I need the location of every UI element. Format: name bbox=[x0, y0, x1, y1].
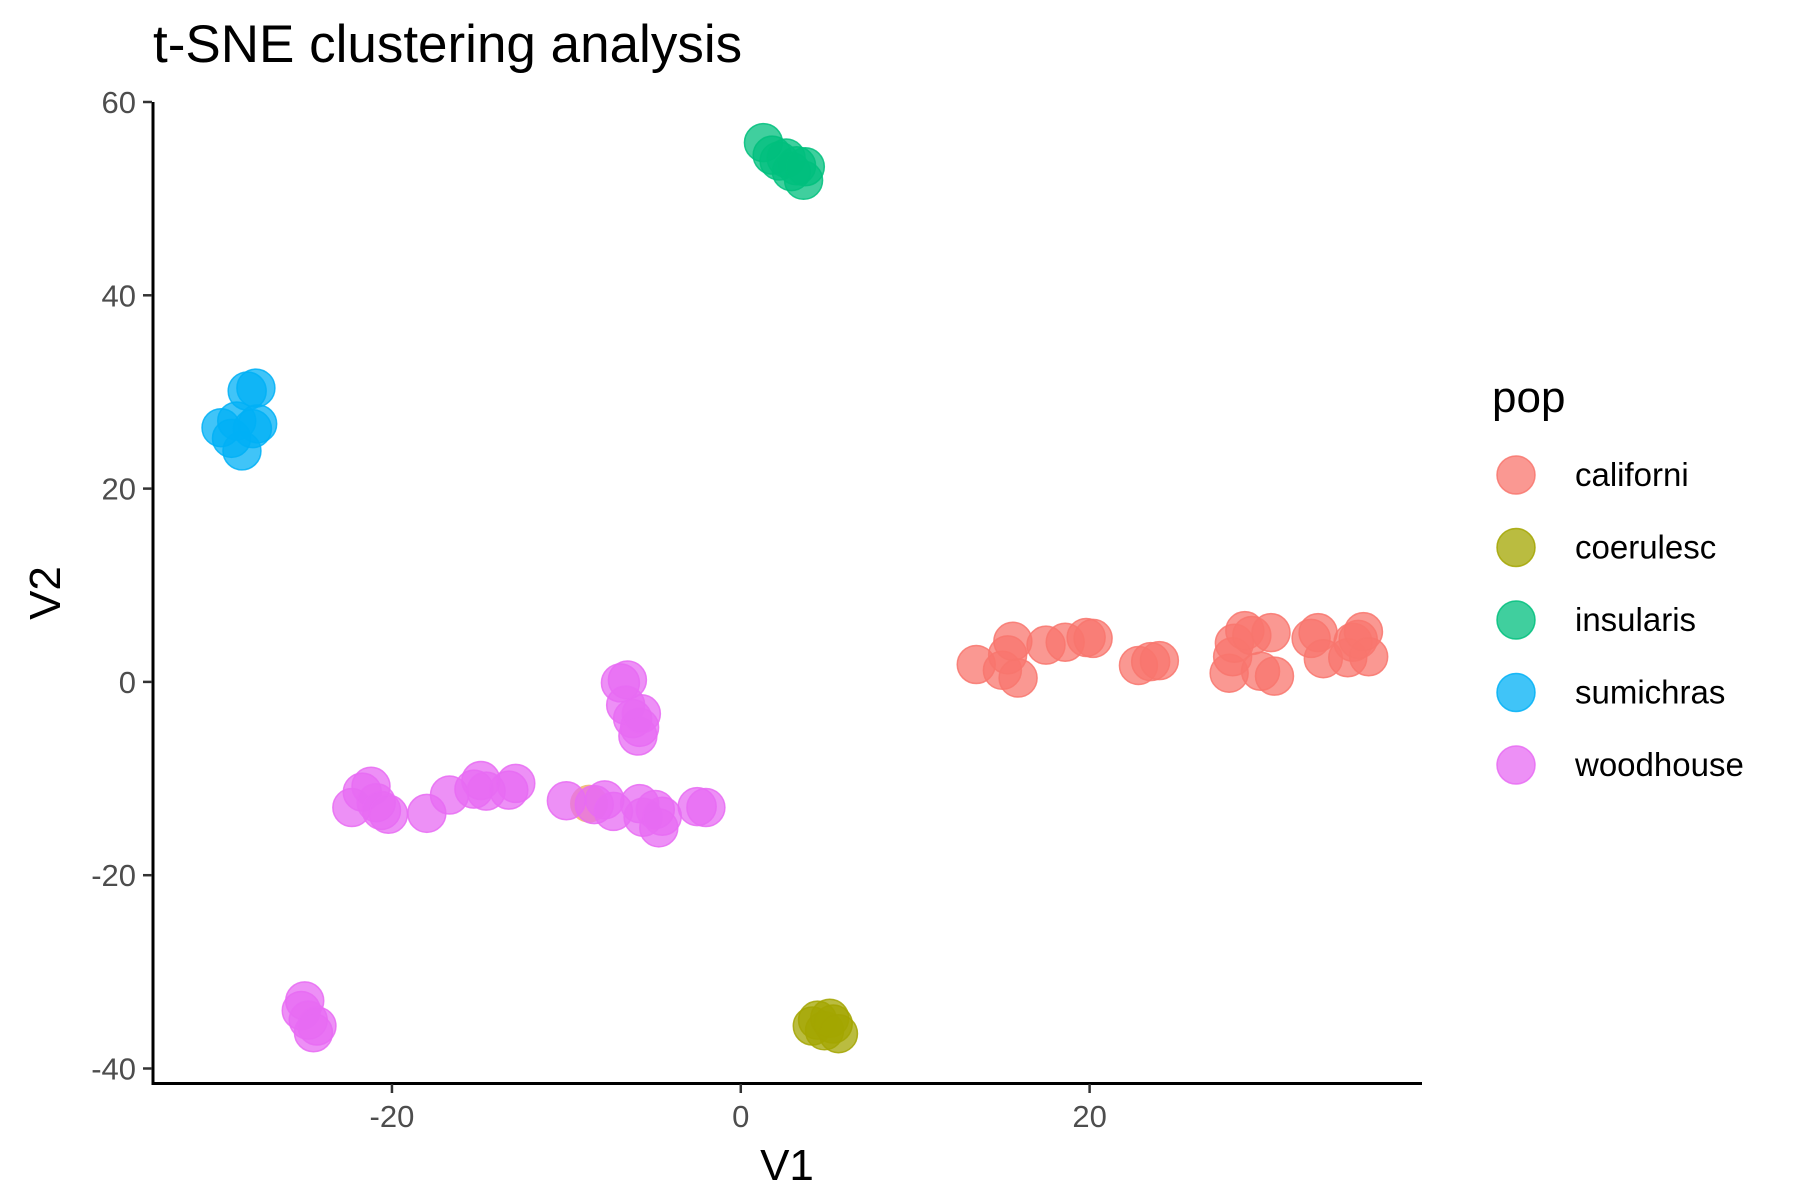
data-points-layer bbox=[201, 122, 1389, 1054]
data-point-californi-19 bbox=[1254, 656, 1295, 696]
plot-area bbox=[201, 122, 1389, 1054]
y-tick-label: 60 bbox=[102, 85, 136, 120]
data-point-californi-3 bbox=[993, 621, 1033, 662]
x-tick-label: 20 bbox=[1072, 1099, 1106, 1134]
legend-label-coerulesc: coerulesc bbox=[1575, 529, 1716, 566]
data-point-californi-27 bbox=[1348, 637, 1389, 677]
data-point-insularis-7 bbox=[785, 147, 826, 187]
data-point-woodhouse-35 bbox=[686, 787, 726, 828]
y-tick-label: 0 bbox=[119, 665, 136, 700]
y-tick-label: -40 bbox=[91, 1052, 136, 1087]
x-tick-label: -20 bbox=[370, 1099, 415, 1134]
data-point-woodhouse-10 bbox=[368, 794, 409, 835]
data-point-sumichras-7 bbox=[237, 404, 278, 444]
data-point-sumichras-6 bbox=[236, 368, 276, 408]
data-point-woodhouse-4 bbox=[297, 1006, 337, 1046]
legend-key-insularis bbox=[1496, 600, 1536, 640]
x-axis-ticks: -20 0 20 bbox=[370, 1084, 1107, 1134]
data-point-woodhouse-28 bbox=[621, 694, 662, 734]
legend-label-insularis: insularis bbox=[1575, 601, 1696, 638]
data-point-californi-11 bbox=[1139, 640, 1180, 681]
legend-label-woodhouse: woodhouse bbox=[1574, 746, 1744, 783]
legend-key-woodhouse bbox=[1496, 745, 1536, 785]
y-axis-title: V2 bbox=[21, 566, 70, 620]
data-point-woodhouse-17 bbox=[496, 763, 536, 804]
x-tick-label: 0 bbox=[732, 1099, 749, 1134]
y-axis-ticks: -40 -20 0 20 40 60 bbox=[91, 85, 152, 1087]
data-point-californi-8 bbox=[1073, 618, 1113, 659]
data-point-californi-4 bbox=[998, 658, 1038, 698]
legend-label-sumichras: sumichras bbox=[1575, 674, 1725, 711]
data-point-californi-18 bbox=[1251, 612, 1291, 653]
legend-items: californi coerulesc insularis sumichras wood… bbox=[1496, 455, 1744, 785]
data-point-woodhouse-33 bbox=[642, 796, 683, 836]
legend-label-californi: californi bbox=[1575, 456, 1689, 493]
data-point-coerulesc-5 bbox=[818, 1013, 859, 1054]
legend-key-coerulesc bbox=[1496, 527, 1536, 568]
y-tick-label: 40 bbox=[102, 278, 136, 313]
legend-key-californi bbox=[1496, 455, 1536, 495]
x-axis-title: V1 bbox=[760, 1141, 814, 1190]
y-tick-label: -20 bbox=[91, 858, 136, 893]
chart-title: t-SNE clustering analysis bbox=[153, 15, 742, 74]
legend: pop californi coerulesc insularis sumichras… bbox=[1492, 373, 1744, 785]
y-tick-label: 20 bbox=[102, 472, 136, 507]
legend-key-sumichras bbox=[1496, 672, 1536, 713]
legend-title: pop bbox=[1492, 373, 1565, 422]
